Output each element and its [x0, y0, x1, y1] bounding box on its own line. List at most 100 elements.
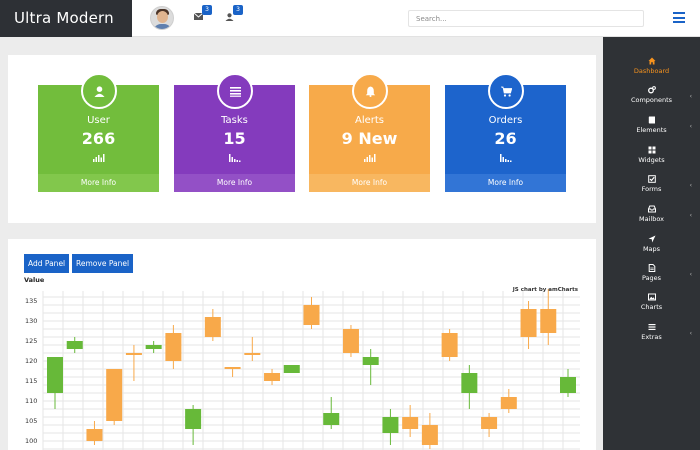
sidebar-item-extras[interactable]: Extras ‹ [603, 323, 700, 351]
candle-body [500, 397, 517, 409]
search-input[interactable] [408, 10, 644, 27]
bar-chart-icon [93, 154, 105, 162]
more-info-link[interactable]: More Info [445, 174, 566, 192]
user-icon [81, 73, 117, 109]
sidebar: Dashboard Components ‹ Elements ‹ Widget… [603, 37, 700, 450]
sidebar-item-widgets[interactable]: Widgets [603, 146, 700, 174]
candle-body [125, 353, 142, 355]
stat-card-user: User 266 More Info [38, 73, 159, 192]
sidebar-item-label: Components [630, 96, 673, 104]
sidebar-item-pages[interactable]: Pages ‹ [603, 264, 700, 292]
bar-chart-icon [229, 154, 241, 162]
candle-body [106, 369, 123, 421]
more-info-link[interactable]: More Info [174, 174, 295, 192]
sidebar-item-label: Maps [642, 245, 661, 253]
bar-chart-icon [364, 154, 376, 162]
stat-card-alerts: Alerts 9 New More Info [309, 73, 430, 192]
chevron-left-icon: ‹ [689, 182, 692, 189]
user-avatar[interactable] [150, 6, 174, 30]
stat-card-value: 266 [81, 129, 116, 148]
candle-body [382, 417, 399, 433]
candle-body [441, 333, 458, 357]
cart-icon [488, 73, 524, 109]
stat-card-value: 9 New [341, 129, 398, 148]
y-tick-label: 105 [25, 417, 37, 425]
chevron-left-icon: ‹ [689, 123, 692, 130]
list-icon [648, 324, 655, 330]
y-tick-label: 110 [25, 397, 37, 405]
sidebar-item-elements[interactable]: Elements ‹ [603, 116, 700, 144]
book-icon [648, 116, 655, 124]
candle-body [145, 345, 162, 349]
sidebar-item-label: Mailbox [639, 215, 664, 223]
chart-panel: 100 105 110 115 120 125 130 135 Add Panel Remov… [8, 239, 596, 450]
sidebar-item-maps[interactable]: Maps [603, 235, 700, 263]
stat-card-tasks: Tasks 15 More Info [174, 73, 295, 192]
candle-body [362, 357, 379, 365]
y-tick-label: 135 [25, 297, 37, 305]
candle-body [421, 425, 438, 445]
users-badge: 3 [233, 5, 243, 15]
brand-logo[interactable]: Ultra Modern [0, 0, 132, 37]
sidebar-item-label: Forms [641, 185, 662, 193]
cogs-icon [647, 86, 656, 94]
chevron-left-icon: ‹ [689, 93, 692, 100]
y-axis-label: Value [24, 276, 45, 284]
candle-body [264, 373, 281, 381]
sidebar-item-forms[interactable]: Forms ‹ [603, 175, 700, 203]
candle-body [303, 305, 320, 325]
candle-body [323, 413, 340, 425]
candlestick-chart: 100 105 110 115 120 125 130 135 [25, 289, 580, 450]
users-icon[interactable]: 3 [225, 5, 243, 23]
home-icon [648, 57, 655, 65]
more-info-link[interactable]: More Info [309, 174, 430, 192]
menu-toggle-icon[interactable] [673, 12, 685, 23]
chart-credit[interactable]: JS chart by amCharts [512, 287, 578, 293]
candle-body [283, 365, 300, 373]
y-tick-label: 120 [25, 357, 37, 365]
list-icon [217, 73, 253, 109]
stats-panel: User 266 More Info Tasks 15 More Info Al… [8, 55, 596, 223]
candle-body [204, 317, 221, 337]
candle-body [165, 333, 182, 361]
stat-card-orders: Orders 26 More Info [445, 73, 566, 192]
candle-body [66, 341, 83, 349]
more-info-link[interactable]: More Info [38, 174, 159, 192]
remove-panel-button[interactable]: Remove Panel [72, 254, 134, 273]
mail-badge: 3 [202, 5, 212, 15]
sidebar-item-mailbox[interactable]: Mailbox ‹ [603, 205, 700, 233]
chevron-left-icon: ‹ [689, 330, 692, 337]
candle-body [540, 309, 557, 333]
stat-card-title: User [87, 115, 110, 126]
stat-card-value: 26 [494, 129, 517, 148]
y-tick-label: 125 [25, 337, 37, 345]
chevron-left-icon: ‹ [689, 212, 692, 219]
stat-card-title: Orders [488, 115, 523, 126]
file-icon [648, 264, 655, 272]
sidebar-item-dashboard[interactable]: Dashboard [603, 57, 700, 85]
location-arrow-icon [648, 235, 655, 243]
y-tick-label: 130 [25, 317, 37, 325]
sidebar-item-label: Dashboard [633, 67, 670, 75]
candle-body [461, 373, 478, 393]
add-panel-button[interactable]: Add Panel [24, 254, 70, 273]
stat-card-title: Alerts [354, 115, 384, 126]
candle-body [86, 429, 103, 441]
candle-body [342, 329, 359, 353]
sidebar-item-components[interactable]: Components ‹ [603, 86, 700, 114]
bar-chart-icon [500, 154, 512, 162]
sidebar-item-label: Widgets [638, 156, 665, 164]
candle-body [560, 377, 576, 393]
stat-card-value: 15 [223, 129, 246, 148]
sidebar-item-label: Pages [641, 274, 662, 282]
sidebar-item-label: Elements [636, 126, 667, 134]
sidebar-item-label: Charts [640, 303, 663, 311]
candle-body [185, 409, 202, 429]
sidebar-item-charts[interactable]: Charts [603, 293, 700, 321]
y-tick-label: 100 [25, 437, 37, 445]
candle-body [224, 367, 241, 369]
candle-body [47, 357, 63, 393]
picture-icon [647, 293, 656, 301]
mail-icon[interactable]: 3 [194, 5, 212, 23]
inbox-icon [647, 205, 656, 213]
